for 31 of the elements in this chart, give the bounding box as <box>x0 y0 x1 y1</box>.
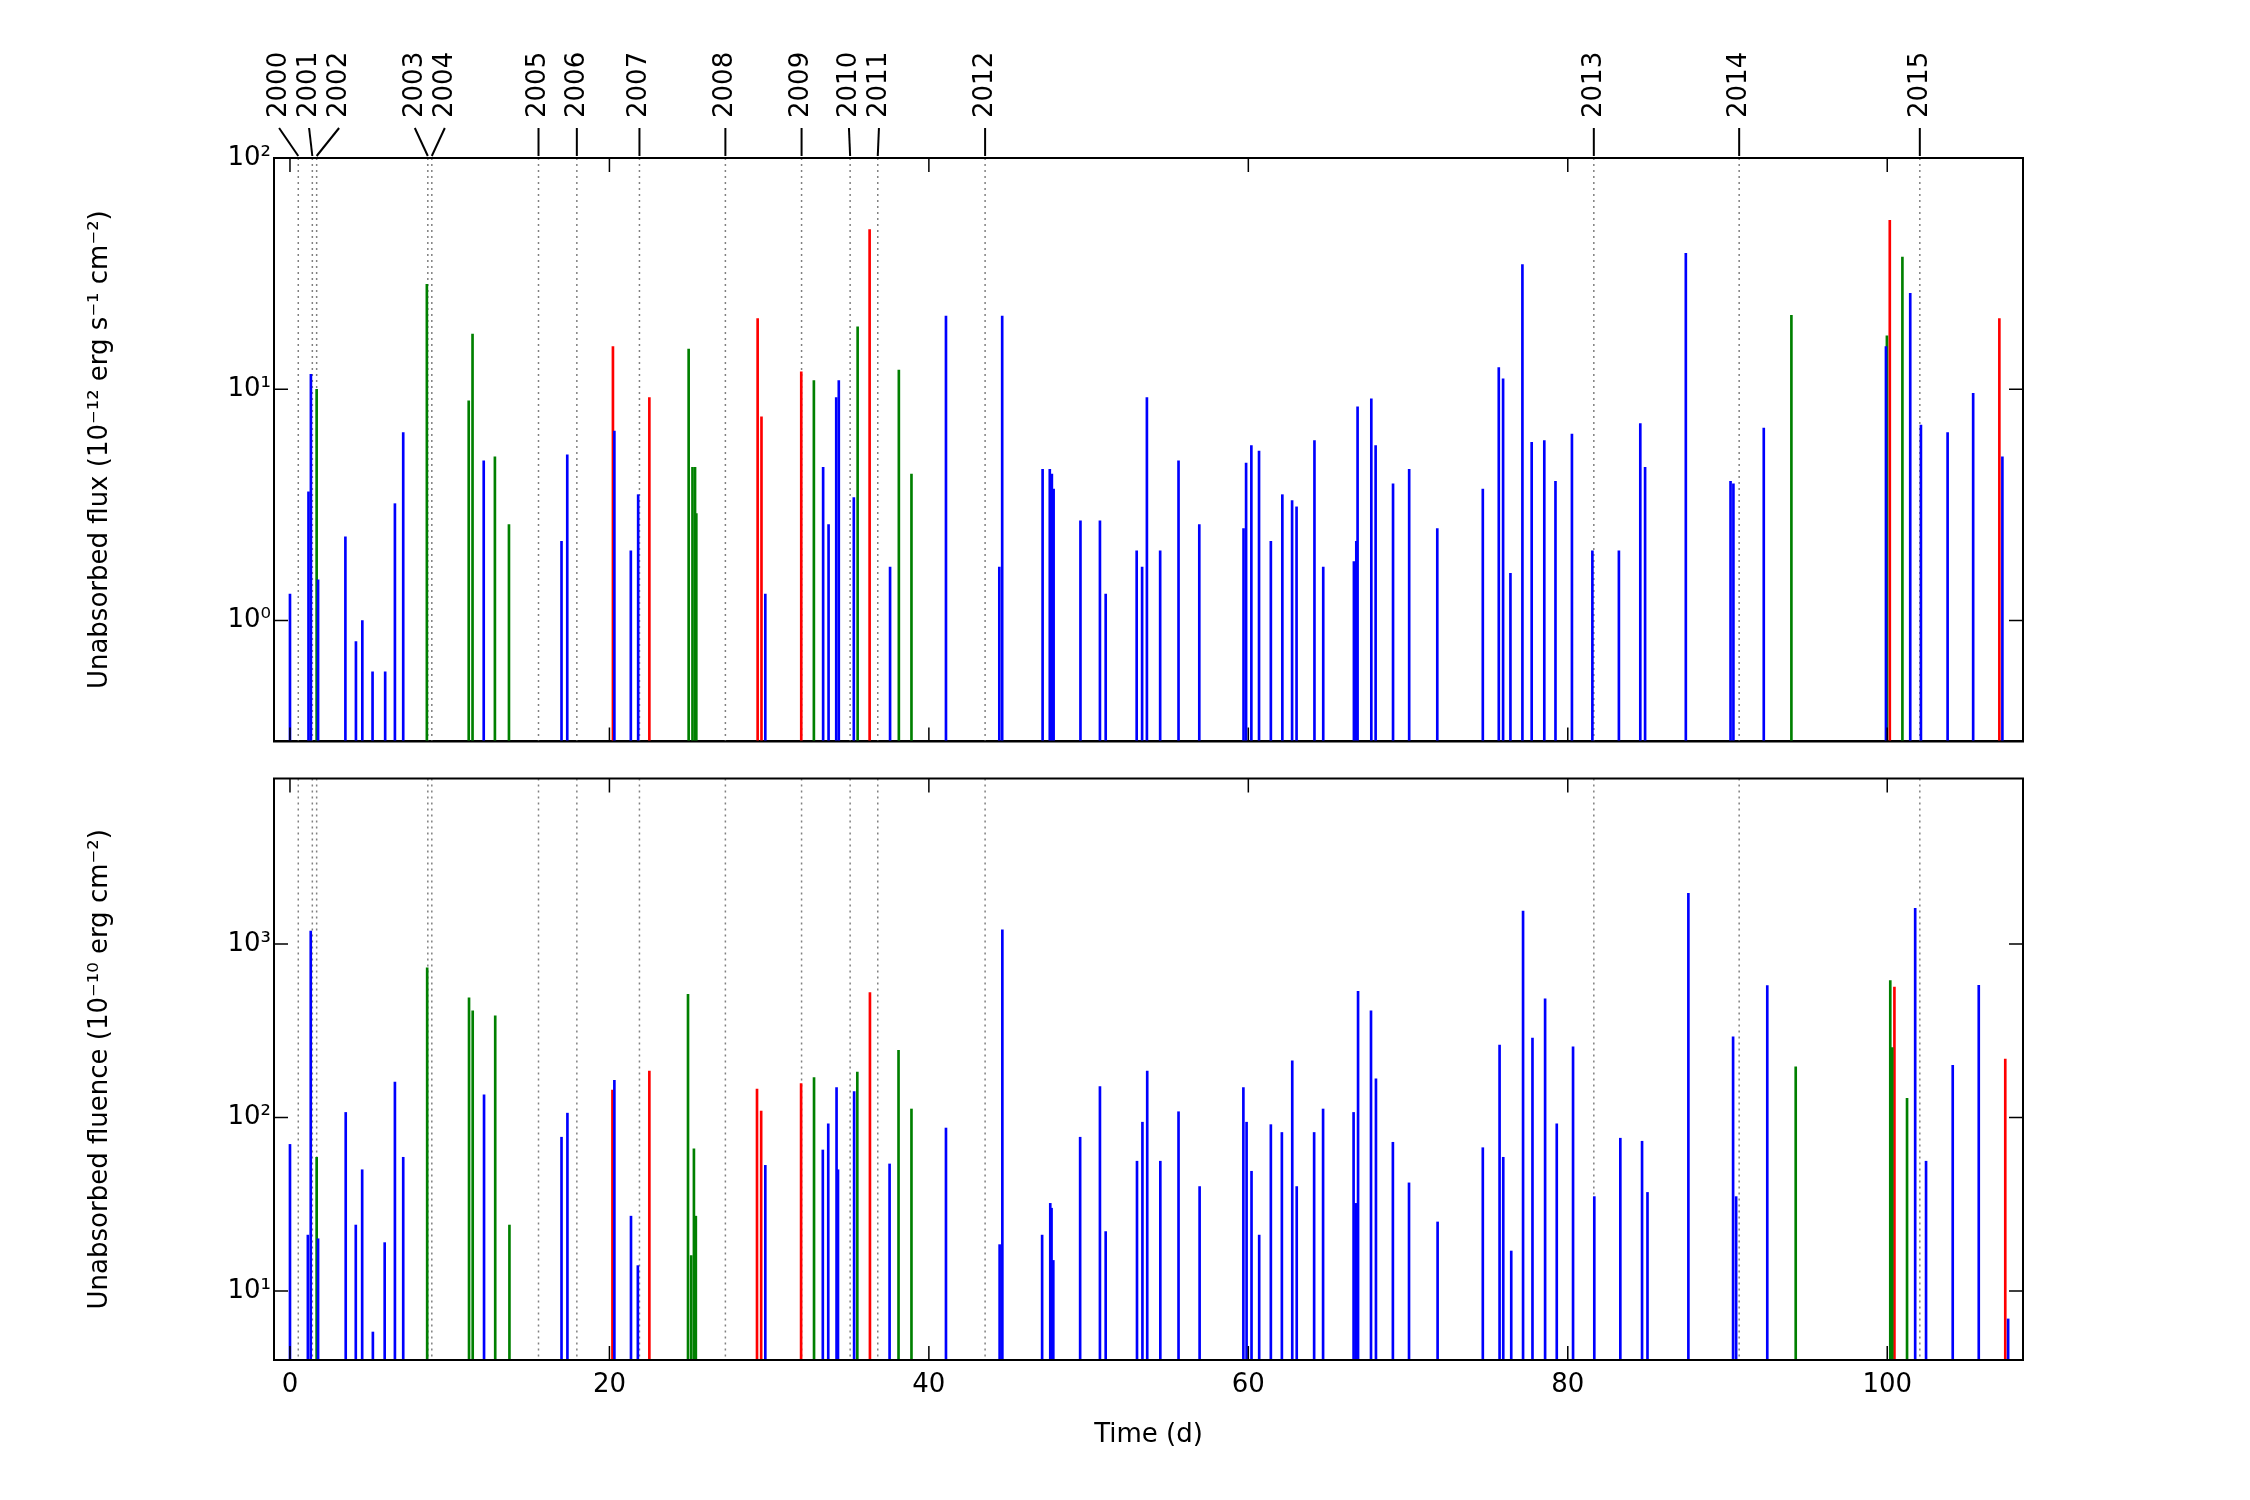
y-tick-label: 10² <box>227 140 271 171</box>
y-axis-title: Unabsorbed fluence (10⁻¹⁰ erg cm⁻²) <box>83 829 114 1310</box>
text: 2011 <box>861 51 892 118</box>
text: 2014 <box>1721 51 1752 118</box>
text: 2015 <box>1902 51 1933 118</box>
x-tick-label: 40 <box>912 1367 946 1398</box>
text: 2001 <box>291 51 322 118</box>
text: 2004 <box>427 51 458 118</box>
x-tick-label: 100 <box>1862 1367 1913 1398</box>
text: 2005 <box>521 51 552 118</box>
text: 2000 <box>261 51 292 118</box>
text: 2009 <box>784 51 815 118</box>
y-axis-title: Unabsorbed flux (10⁻¹² erg s⁻¹ cm⁻²) <box>83 210 114 690</box>
text: 2002 <box>321 51 352 118</box>
text: 2008 <box>708 51 739 118</box>
y-tick-label: 10² <box>227 1100 271 1131</box>
y-tick-label: 10¹ <box>227 1273 271 1304</box>
y-tick-label: 10³ <box>227 926 271 957</box>
x-tick-label: 0 <box>281 1367 299 1398</box>
text: 2010 <box>831 51 862 118</box>
x-tick-label: 20 <box>592 1367 626 1398</box>
x-tick-label: 80 <box>1551 1367 1585 1398</box>
y-tick-label: 10⁰ <box>227 603 271 634</box>
text: 2007 <box>622 51 653 118</box>
x-axis-title: Time (d) <box>1093 1418 1203 1449</box>
text: 2012 <box>967 51 998 118</box>
y-tick-label: 10¹ <box>227 371 271 402</box>
text: 2006 <box>559 51 590 118</box>
text: 2013 <box>1576 51 1607 118</box>
text: 2003 <box>397 51 428 118</box>
x-tick-label: 60 <box>1231 1367 1265 1398</box>
